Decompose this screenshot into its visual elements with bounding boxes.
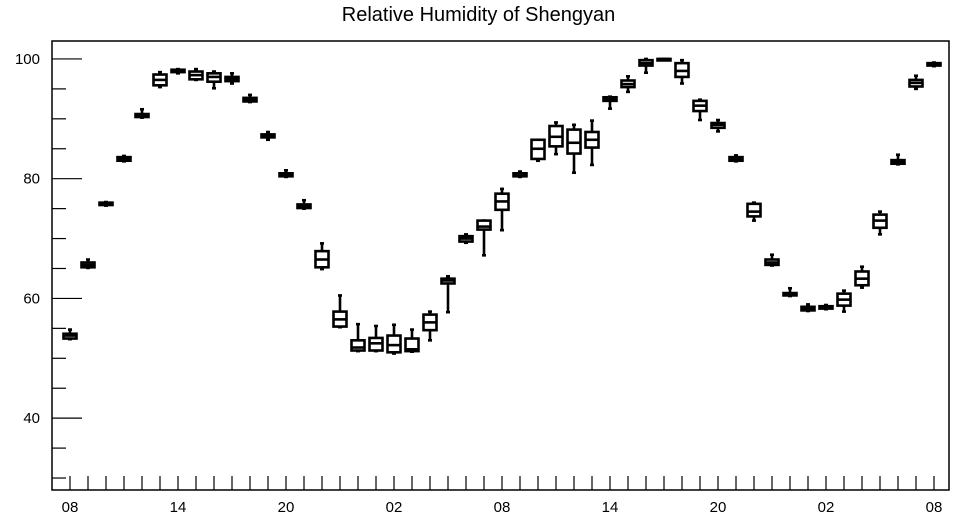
- box-item: [278, 169, 294, 179]
- box-item: [296, 198, 312, 210]
- box-iqr: [350, 339, 366, 352]
- box-item: [728, 154, 744, 163]
- box-item: [98, 200, 114, 207]
- plot-frame: [51, 40, 950, 491]
- box-item: [116, 154, 132, 163]
- box-item: [242, 93, 258, 104]
- box-item: [800, 303, 816, 313]
- box-item: [368, 324, 384, 353]
- box-item: [170, 67, 186, 75]
- box-item: [332, 294, 348, 329]
- box-item: [134, 107, 150, 119]
- x-tick-label: 14: [170, 499, 187, 516]
- x-tick-label: 20: [710, 499, 727, 516]
- box-item: [476, 219, 492, 257]
- box-item: [260, 130, 276, 142]
- box-item: [152, 70, 168, 89]
- box-item: [710, 118, 726, 133]
- box-item: [458, 233, 474, 245]
- box-item: [854, 265, 870, 289]
- box-item: [530, 138, 546, 163]
- box-item: [512, 170, 528, 179]
- box-item: [440, 274, 456, 314]
- box-item: [674, 58, 690, 85]
- y-tick-label: 100: [15, 51, 40, 68]
- box-item: [206, 70, 222, 90]
- box-item: [692, 98, 708, 122]
- x-tick-label: 20: [278, 499, 295, 516]
- x-tick-label: 02: [386, 499, 403, 516]
- box-item: [422, 310, 438, 342]
- box-item: [404, 328, 420, 354]
- box-item: [926, 61, 942, 68]
- chart-title: Relative Humidity of Shengyan: [341, 4, 616, 26]
- y-tick-label: 40: [23, 410, 40, 427]
- box-item: [566, 123, 582, 175]
- box-item: [620, 75, 636, 94]
- x-tick-label: 14: [602, 499, 619, 516]
- box-item: [908, 74, 924, 91]
- box-item: [836, 289, 852, 313]
- box-item: [782, 286, 798, 298]
- box-item: [602, 95, 618, 110]
- box-iqr: [476, 219, 492, 231]
- box-item: [314, 242, 330, 271]
- box-item: [548, 121, 564, 156]
- box-iqr: [746, 202, 762, 218]
- box-item: [656, 57, 672, 62]
- box-item: [386, 323, 402, 355]
- x-tick-label: 08: [926, 499, 943, 516]
- box-item: [890, 153, 906, 166]
- box-item: [494, 187, 510, 232]
- box-item: [62, 328, 78, 341]
- axis-ticks: 40 60 80 100 08 14 20 02 08 14 20 02 08: [15, 51, 942, 516]
- box-iqr: [404, 337, 420, 353]
- box-item: [188, 67, 204, 82]
- box-item: [80, 258, 96, 270]
- box-item: [584, 119, 600, 167]
- x-tick-label: 08: [62, 499, 79, 516]
- x-tick-label: 08: [494, 499, 511, 516]
- box-item: [764, 253, 780, 267]
- box-item: [350, 322, 366, 353]
- y-tick-label: 80: [23, 171, 40, 188]
- box-item: [818, 303, 834, 311]
- box-item: [224, 72, 240, 85]
- box-series: [62, 57, 942, 355]
- y-tick-label: 60: [23, 290, 40, 307]
- box-item: [872, 210, 888, 236]
- box-item: [746, 201, 762, 222]
- box-item: [638, 57, 654, 75]
- x-tick-label: 02: [818, 499, 835, 516]
